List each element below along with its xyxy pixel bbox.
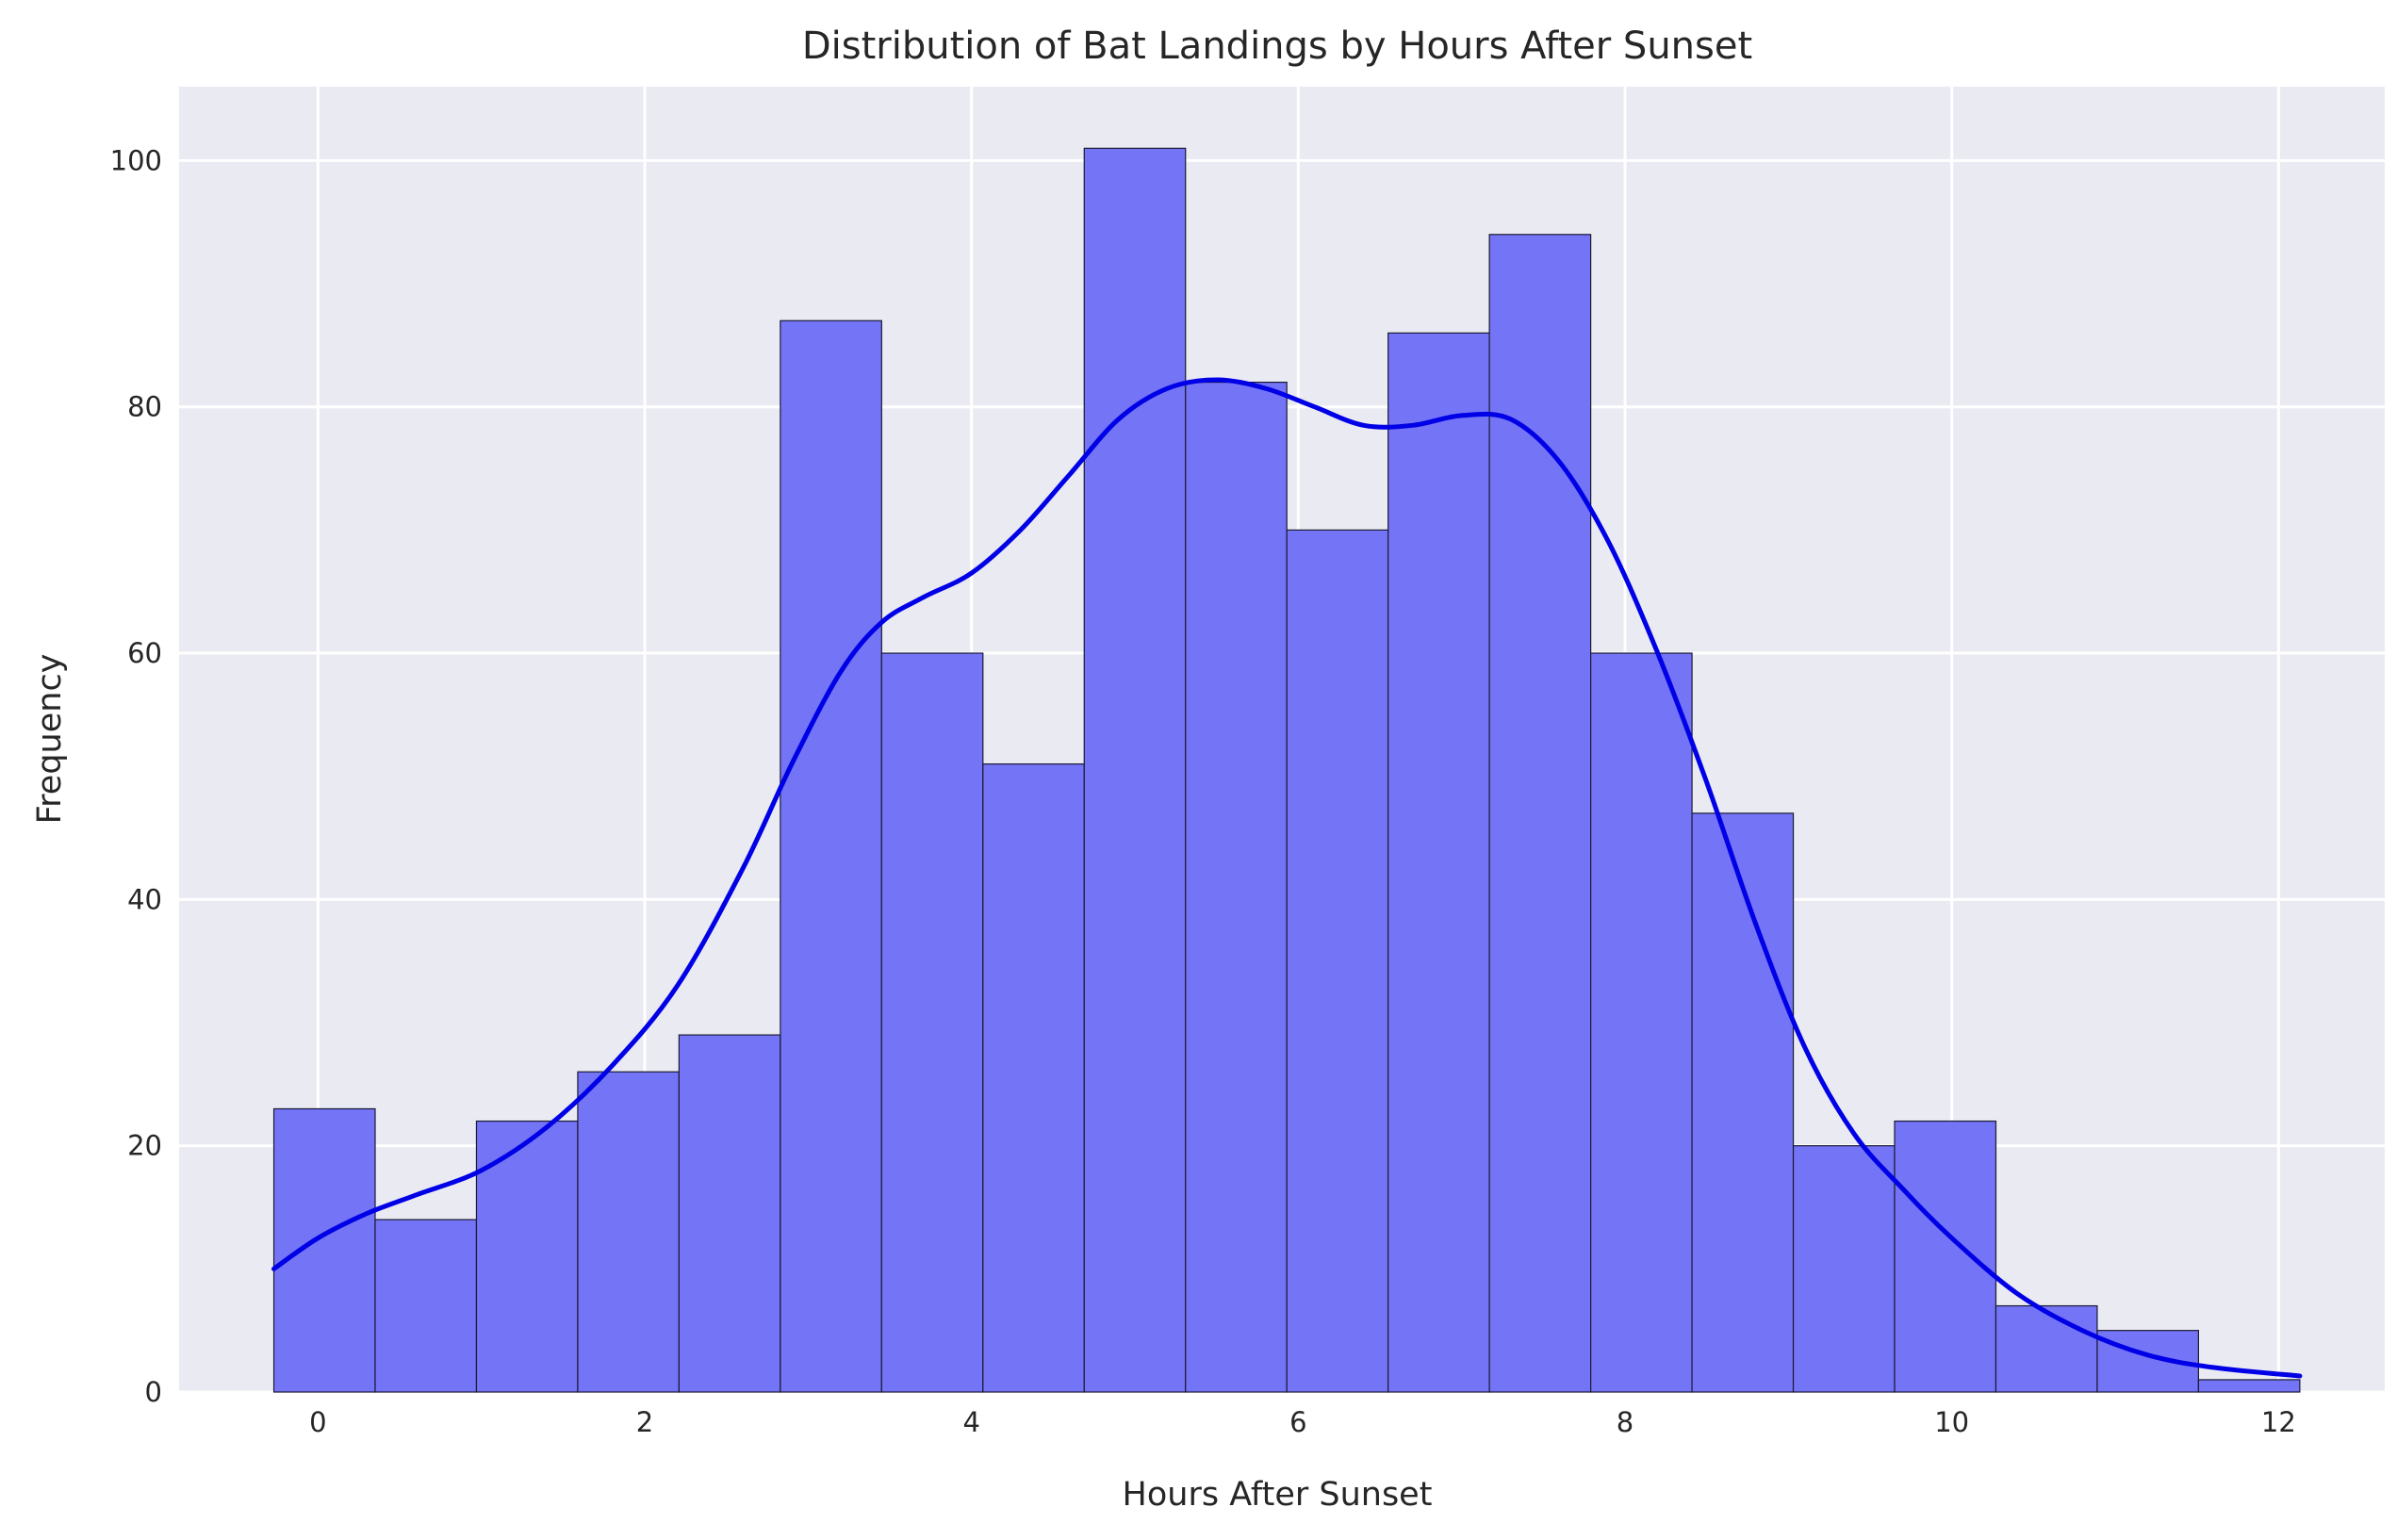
histogram-bar (678, 1034, 781, 1393)
histogram-bar (1894, 1120, 1997, 1393)
y-tick-labels: 0 20 40 60 80 100 (110, 144, 162, 1408)
x-tick-label: 6 (1289, 1406, 1306, 1438)
histogram-bar (1792, 1145, 1896, 1393)
x-tick-label: 2 (636, 1406, 653, 1438)
x-tick-label: 0 (309, 1406, 326, 1438)
y-tick-label: 80 (127, 391, 162, 423)
histogram-bar (1589, 652, 1693, 1393)
histogram-bar (1488, 234, 1592, 1393)
histogram-bar (780, 319, 882, 1393)
histogram-bars (272, 147, 2301, 1393)
histogram-bar (880, 652, 984, 1393)
x-tick-label: 10 (1934, 1406, 1969, 1438)
x-tick-labels: 0 2 4 6 8 10 12 (309, 1406, 2296, 1438)
histogram-bar (1185, 381, 1288, 1393)
histogram-bar (374, 1219, 478, 1393)
x-tick-label: 4 (962, 1406, 979, 1438)
x-axis-label: Hours After Sunset (1123, 1476, 1433, 1514)
histogram-bar (577, 1071, 681, 1393)
histogram-bar (475, 1120, 579, 1393)
y-tick-label: 100 (110, 144, 162, 176)
x-tick-label: 12 (2261, 1406, 2296, 1438)
chart-title: Distribution of Bat Landings by Hours Af… (802, 25, 1752, 68)
x-tick-label: 8 (1617, 1406, 1634, 1438)
histogram-bar (982, 763, 1085, 1393)
y-tick-label: 20 (127, 1130, 162, 1162)
histogram-bar (1387, 332, 1490, 1393)
y-tick-label: 0 (145, 1376, 162, 1408)
histogram-bar (1995, 1304, 2098, 1393)
histogram-bar (1691, 812, 1795, 1393)
histogram-bar (272, 1107, 376, 1393)
y-tick-label: 40 (127, 883, 162, 915)
y-axis-label: Frequency (31, 654, 69, 825)
histogram-bar (2197, 1379, 2301, 1393)
kde-curve (271, 377, 2303, 1379)
histogram-bar (1286, 529, 1389, 1393)
y-tick-label: 60 (127, 637, 162, 669)
histogram-bar (1083, 147, 1187, 1393)
